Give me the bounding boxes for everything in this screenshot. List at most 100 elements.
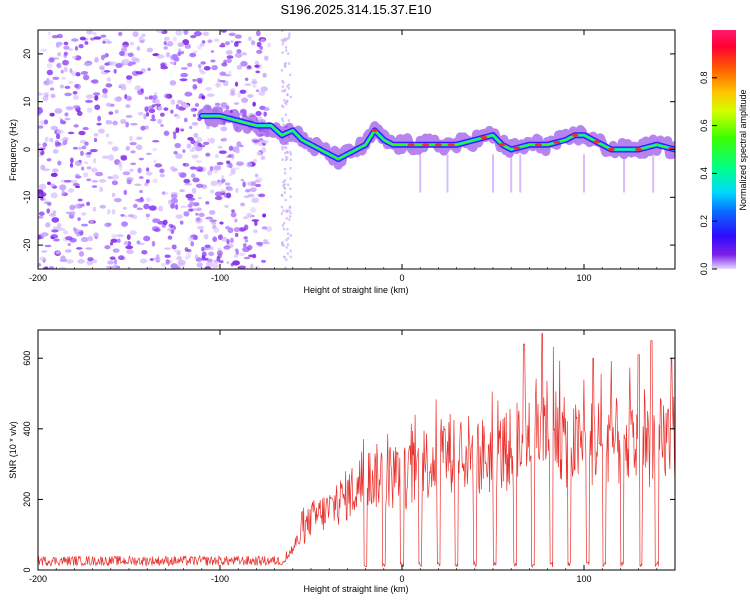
snr-series-line bbox=[38, 333, 675, 569]
noise-speckle bbox=[238, 265, 246, 269]
snr-y-axis: 0 200 400 600 bbox=[22, 351, 675, 573]
noise-speckle bbox=[281, 117, 284, 121]
noise-speckle bbox=[98, 128, 105, 134]
noise-speckle bbox=[258, 90, 266, 96]
noise-speckle bbox=[192, 83, 198, 90]
noise-speckle bbox=[76, 110, 83, 117]
ridge-hotspot bbox=[593, 140, 601, 144]
noise-speckle bbox=[50, 93, 56, 99]
ridge-hotspot bbox=[553, 140, 561, 144]
noise-speckle bbox=[112, 264, 119, 269]
noise-speckle bbox=[281, 104, 284, 108]
noise-speckle bbox=[59, 184, 67, 191]
noise-speckle bbox=[289, 249, 292, 253]
noise-speckle bbox=[170, 229, 175, 234]
noise-speckle bbox=[40, 48, 48, 52]
noise-speckle bbox=[81, 166, 85, 171]
noise-speckle bbox=[234, 218, 238, 223]
noise-speckle bbox=[121, 44, 129, 49]
noise-speckle bbox=[89, 220, 94, 225]
noise-speckle bbox=[55, 133, 61, 140]
noise-speckle bbox=[51, 229, 59, 233]
snr-background bbox=[38, 330, 675, 570]
noise-speckle bbox=[285, 245, 288, 249]
noise-speckle bbox=[225, 50, 233, 55]
noise-speckle bbox=[261, 226, 268, 230]
noise-speckle bbox=[205, 201, 210, 205]
noise-speckle bbox=[85, 94, 94, 99]
noise-speckle bbox=[154, 98, 160, 105]
noise-speckle bbox=[134, 85, 142, 91]
noise-speckle bbox=[93, 137, 98, 143]
spectrogram-ytick-label: 0 bbox=[22, 147, 32, 152]
noise-speckle bbox=[233, 254, 239, 258]
noise-speckle bbox=[231, 209, 235, 213]
noise-speckle bbox=[49, 112, 55, 117]
noise-speckle bbox=[195, 183, 204, 188]
noise-speckle bbox=[190, 241, 195, 247]
noise-speckle bbox=[136, 46, 141, 51]
noise-speckle bbox=[221, 236, 228, 242]
noise-speckle bbox=[250, 40, 256, 46]
noise-speckle bbox=[48, 266, 55, 269]
noise-speckle bbox=[119, 50, 125, 56]
noise-speckle bbox=[216, 255, 221, 262]
noise-speckle bbox=[224, 182, 231, 186]
noise-speckle bbox=[164, 247, 171, 250]
spectrogram-xtick-label: 0 bbox=[399, 273, 404, 283]
noise-speckle bbox=[229, 237, 234, 244]
noise-speckle bbox=[208, 251, 215, 257]
noise-speckle bbox=[200, 70, 206, 75]
noise-speckle bbox=[263, 107, 270, 111]
noise-speckle bbox=[82, 74, 90, 81]
noise-speckle bbox=[187, 137, 194, 141]
noise-speckle bbox=[234, 81, 239, 87]
noise-speckle bbox=[55, 250, 61, 255]
spectrogram-ytick-label: 10 bbox=[22, 97, 32, 107]
colorbar-tick-label: 0.8 bbox=[699, 72, 709, 85]
colorbar-tick-label: 0.6 bbox=[699, 119, 709, 132]
noise-speckle bbox=[111, 192, 116, 198]
noise-speckle bbox=[83, 62, 92, 67]
noise-speckle bbox=[283, 171, 287, 175]
noise-speckle bbox=[207, 39, 213, 44]
noise-speckle bbox=[78, 130, 86, 136]
noise-speckle bbox=[244, 239, 249, 243]
noise-speckle bbox=[261, 146, 267, 153]
noise-speckle bbox=[282, 123, 285, 127]
noise-speckle bbox=[234, 52, 243, 58]
noise-speckle bbox=[202, 141, 210, 146]
noise-speckle bbox=[153, 228, 160, 232]
noise-speckle bbox=[57, 52, 62, 57]
noise-speckle bbox=[152, 94, 158, 100]
noise-speckle bbox=[195, 160, 203, 163]
noise-speckle bbox=[285, 258, 288, 262]
noise-speckle bbox=[93, 92, 101, 96]
ridge-hotspot bbox=[407, 143, 415, 147]
noise-speckle bbox=[283, 98, 286, 102]
noise-speckle bbox=[214, 191, 223, 197]
noise-speckle bbox=[38, 234, 42, 240]
noise-speckle bbox=[72, 105, 81, 110]
noise-speckle bbox=[201, 246, 205, 252]
noise-speckle bbox=[86, 260, 94, 266]
noise-speckle bbox=[252, 140, 260, 143]
noise-speckle bbox=[221, 137, 228, 142]
ridge-hotspot bbox=[635, 147, 643, 152]
noise-speckle bbox=[288, 218, 291, 222]
noise-speckle bbox=[213, 169, 219, 174]
noise-speckle bbox=[145, 171, 153, 176]
noise-speckle bbox=[201, 95, 206, 100]
noise-speckle bbox=[143, 203, 150, 210]
noise-speckle bbox=[150, 118, 157, 122]
noise-speckle bbox=[191, 146, 198, 150]
noise-speckle bbox=[130, 122, 138, 126]
noise-speckle bbox=[86, 166, 92, 170]
noise-speckle bbox=[285, 99, 289, 103]
noise-speckle bbox=[193, 31, 202, 37]
noise-speckle bbox=[47, 181, 51, 186]
noise-speckle bbox=[177, 42, 185, 47]
noise-speckle bbox=[189, 149, 195, 152]
noise-speckle bbox=[65, 259, 74, 264]
noise-speckle bbox=[187, 197, 196, 201]
